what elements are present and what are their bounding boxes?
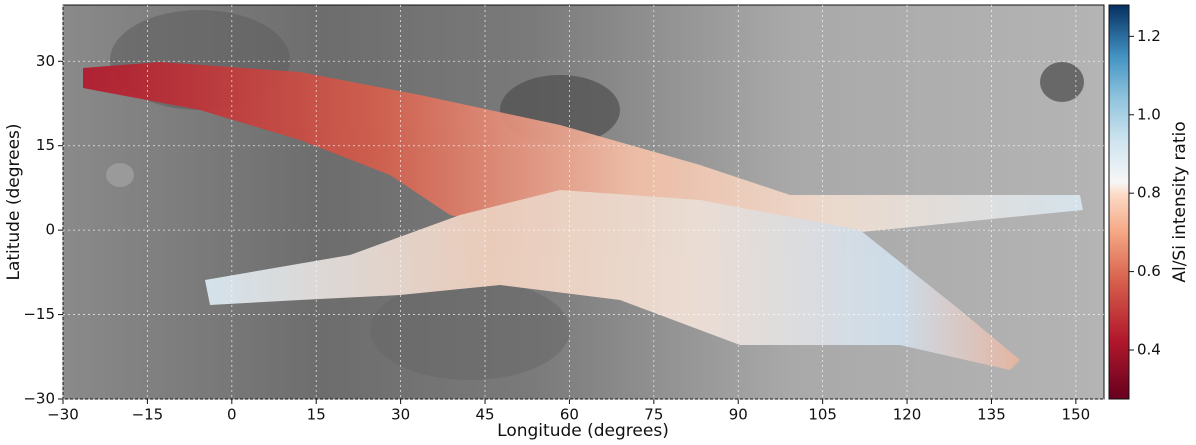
x-tick-label: 60 [560,406,579,424]
y-axis-label: Latitude (degrees) [4,123,24,280]
swaths [83,62,1083,370]
y-tick-label: −30 [23,390,55,408]
x-tick-label: 15 [307,406,326,424]
y-tick-label: 15 [36,136,55,154]
colorbar-tick-label: 0.8 [1137,184,1161,202]
x-tick-label: 120 [893,406,922,424]
x-tick-label: 90 [729,406,748,424]
y-tick-label: −15 [23,305,55,323]
x-tick-label: 105 [808,406,837,424]
x-tick-label: 135 [977,406,1006,424]
y-tick-label: 0 [45,221,55,239]
colorbar-tick-label: 1.2 [1137,27,1161,45]
x-tick-label: 75 [644,406,663,424]
x-axis-label: Longitude (degrees) [497,421,669,441]
colorbar-tick-label: 0.6 [1137,262,1161,280]
x-tick-label: −15 [132,406,164,424]
y-tick-label: 30 [36,52,55,70]
x-tick-label: 30 [391,406,410,424]
x-tick-label: −30 [47,406,79,424]
x-tick-label: 45 [475,406,494,424]
colorbar-tick-label: 1.0 [1137,105,1161,123]
x-tick-label: 150 [1062,406,1091,424]
colorbar [1108,4,1130,400]
colorbar-tick-label: 0.4 [1137,340,1161,358]
x-tick-label: 0 [227,406,237,424]
colorbar-label: Al/Si intensity ratio [1170,121,1190,282]
